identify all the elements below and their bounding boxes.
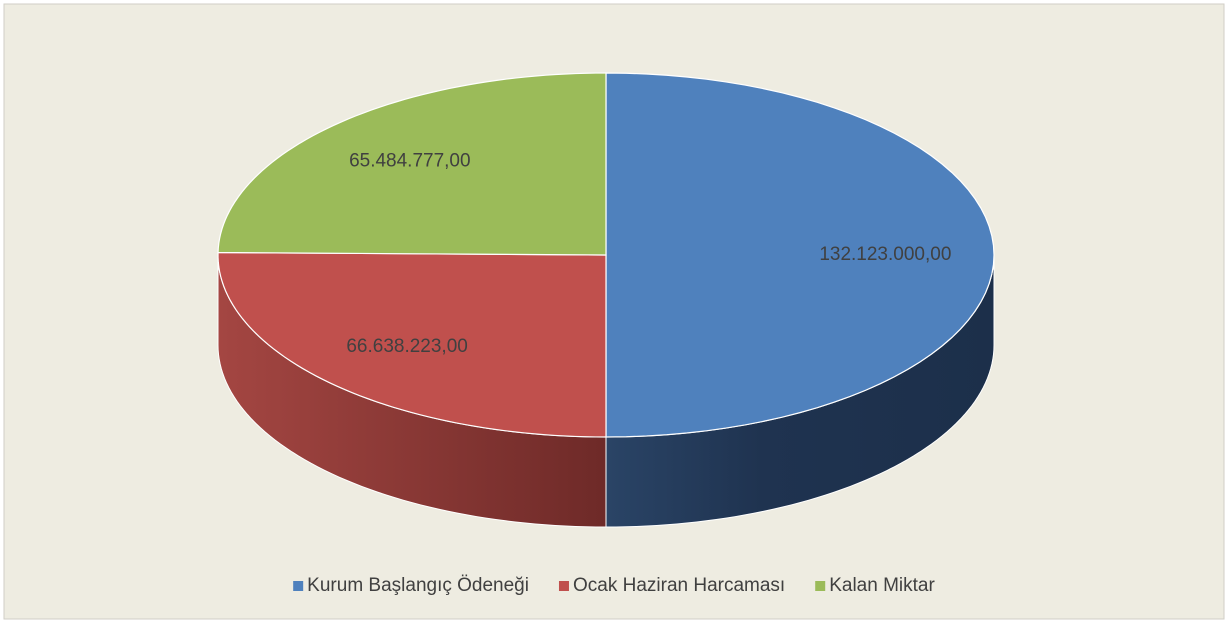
legend-label: Kalan Miktar (829, 575, 935, 596)
legend: Kurum Başlangıç Ödeneği Ocak Haziran Harc… (293, 575, 935, 596)
legend-swatch (815, 581, 826, 591)
data-label: 66.638.223,00 (346, 336, 468, 357)
pie-slice (217, 251, 607, 438)
legend-swatch (293, 581, 304, 591)
legend-label: Kurum Başlangıç Ödeneği (307, 575, 529, 596)
pie-slice (217, 72, 607, 256)
legend-label: Ocak Haziran Harcaması (573, 575, 785, 596)
legend-swatch (558, 581, 569, 591)
data-label: 65.484.777,00 (349, 151, 471, 172)
data-label: 132.123.000,00 (819, 244, 951, 265)
pie-slice (605, 72, 995, 438)
